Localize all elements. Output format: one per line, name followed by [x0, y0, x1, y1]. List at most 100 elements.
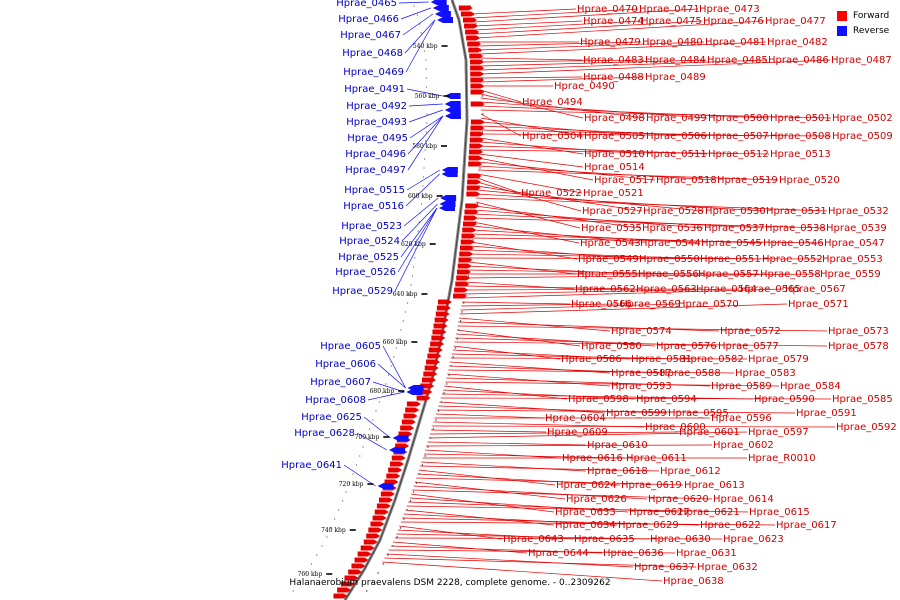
- ring-dot: [425, 59, 427, 61]
- forward-gene-arrow: [457, 263, 472, 269]
- forward-gene-label: Hprae_0632: [697, 562, 758, 573]
- forward-gene-label: Hprae_0506: [646, 131, 707, 142]
- forward-leader-line: [429, 431, 679, 435]
- reverse-gene-arrow: [440, 195, 457, 201]
- forward-gene-label: Hprae_0522: [521, 188, 582, 199]
- forward-leader-line: [480, 113, 522, 137]
- ring-dot: [298, 581, 301, 583]
- forward-leader-line: [480, 121, 646, 137]
- forward-leader-line: [408, 501, 679, 513]
- forward-leader-line: [480, 117, 584, 137]
- forward-gene-label: Hprae_0532: [828, 206, 889, 217]
- forward-gene-arrow: [462, 227, 477, 233]
- forward-gene-label: Hprae_0584: [780, 381, 841, 392]
- forward-leader-line: [464, 285, 636, 290]
- forward-gene-label: Hprae_0619: [621, 480, 682, 491]
- forward-gene-label: Hprae_0479: [580, 37, 641, 48]
- ring-dot: [395, 347, 397, 349]
- scale-tick-label: 740 kbp: [321, 527, 346, 534]
- forward-gene-label: Hprae_0501: [770, 113, 831, 124]
- forward-leader-line: [412, 489, 713, 500]
- ring-dot: [359, 455, 361, 457]
- forward-gene-label: Hprae_0505: [584, 131, 645, 142]
- reverse-leader-line: [404, 19, 436, 54]
- forward-gene-label: Hprae_0629: [618, 520, 679, 531]
- forward-gene-label: Hprae_0596: [711, 413, 772, 424]
- forward-gene-label: Hprae_0500: [708, 113, 769, 124]
- forward-gene-arrow: [465, 29, 480, 35]
- ring-dot: [338, 509, 340, 511]
- reverse-gene-label: Hprae_0524: [339, 236, 400, 247]
- forward-gene-arrow: [468, 161, 483, 167]
- ring-dot: [422, 185, 424, 187]
- scale-tick-label: 760 kbp: [298, 571, 323, 578]
- reverse-gene-arrow: [434, 11, 451, 17]
- ring-dot: [352, 473, 354, 475]
- forward-gene-label: Hprae_0585: [832, 394, 893, 405]
- forward-leader-line: [478, 165, 717, 181]
- forward-gene-label: Hprae_0477: [765, 16, 826, 27]
- forward-gene-arrow: [340, 581, 355, 587]
- forward-leader-line: [475, 205, 642, 229]
- forward-gene-label: Hprae_0483: [583, 55, 644, 66]
- forward-leader-line: [474, 213, 765, 229]
- forward-leader-line: [447, 373, 611, 387]
- forward-gene-label: Hprae_0480: [642, 37, 703, 48]
- forward-gene-label: Hprae_0470: [577, 4, 638, 15]
- forward-gene-arrow: [406, 401, 421, 407]
- forward-gene-label: Hprae_0502: [832, 113, 893, 124]
- forward-gene-label: Hprae_0574: [611, 326, 672, 337]
- forward-gene-arrow: [424, 365, 439, 371]
- forward-leader-line: [440, 397, 832, 400]
- ring-dot: [420, 32, 422, 34]
- forward-leader-line: [474, 20, 641, 31]
- forward-leader-line: [469, 253, 762, 260]
- forward-gene-label: Hprae_0643: [503, 534, 564, 545]
- ring-dot: [461, 311, 463, 313]
- map-caption: Halanaerobium praevalens DSM 2228, compl…: [289, 578, 611, 588]
- feature-labels: Hprae_0465 Hprae_0466 Hprae_0467 Hprae_0468…: [281, 0, 896, 587]
- reverse-gene-arrow: [377, 483, 394, 489]
- forward-leader-line: [474, 209, 704, 229]
- reverse-gene-label: Hprae_0493: [346, 117, 407, 128]
- reverse-gene-arrow: [444, 113, 461, 119]
- reverse-leader-line: [403, 197, 439, 227]
- forward-gene-label: Hprae_0572: [720, 326, 781, 337]
- reverse-gene-arrow: [432, 5, 449, 11]
- ring-dot: [481, 77, 483, 79]
- forward-gene-label: Hprae_0559: [820, 269, 881, 280]
- forward-gene-label: Hprae_0473: [699, 4, 760, 15]
- forward-gene-arrow: [431, 335, 446, 341]
- ring-dot: [448, 374, 450, 376]
- ring-dot: [458, 329, 460, 331]
- ring-dot: [369, 428, 371, 430]
- forward-gene-label: Hprae_0555: [577, 269, 638, 280]
- ring-dot: [366, 590, 368, 592]
- ring-dot: [292, 590, 294, 592]
- scale-tick-label: 700 kbp: [355, 434, 380, 441]
- scale-tick-label: 720 kbp: [339, 481, 364, 488]
- ring-dot: [422, 176, 424, 178]
- ring-dot: [409, 500, 412, 502]
- ring-dot: [399, 527, 402, 529]
- forward-gene-label: Hprae_0644: [528, 548, 589, 559]
- forward-gene-arrow: [374, 509, 389, 515]
- ring-dot: [427, 446, 429, 448]
- reverse-gene-label: Hprae_0523: [341, 221, 402, 232]
- ring-dot: [426, 104, 428, 106]
- forward-leader-line: [384, 557, 697, 568]
- forward-gene-arrow: [467, 173, 482, 179]
- forward-gene-arrow: [460, 239, 475, 245]
- forward-leader-line: [420, 465, 660, 472]
- forward-leader-line: [480, 133, 832, 137]
- ring-dot: [411, 275, 414, 277]
- forward-gene-label: Hprae_0471: [639, 4, 700, 15]
- forward-gene-label: Hprae_0635: [574, 534, 635, 545]
- forward-leader-line: [476, 20, 765, 39]
- forward-gene-label: Hprae_0530: [705, 206, 766, 217]
- forward-gene-label: Hprae_0590: [754, 394, 815, 405]
- forward-gene-label: Hprae_0579: [748, 354, 809, 365]
- ring-dot: [435, 419, 437, 421]
- forward-gene-arrow: [465, 203, 480, 209]
